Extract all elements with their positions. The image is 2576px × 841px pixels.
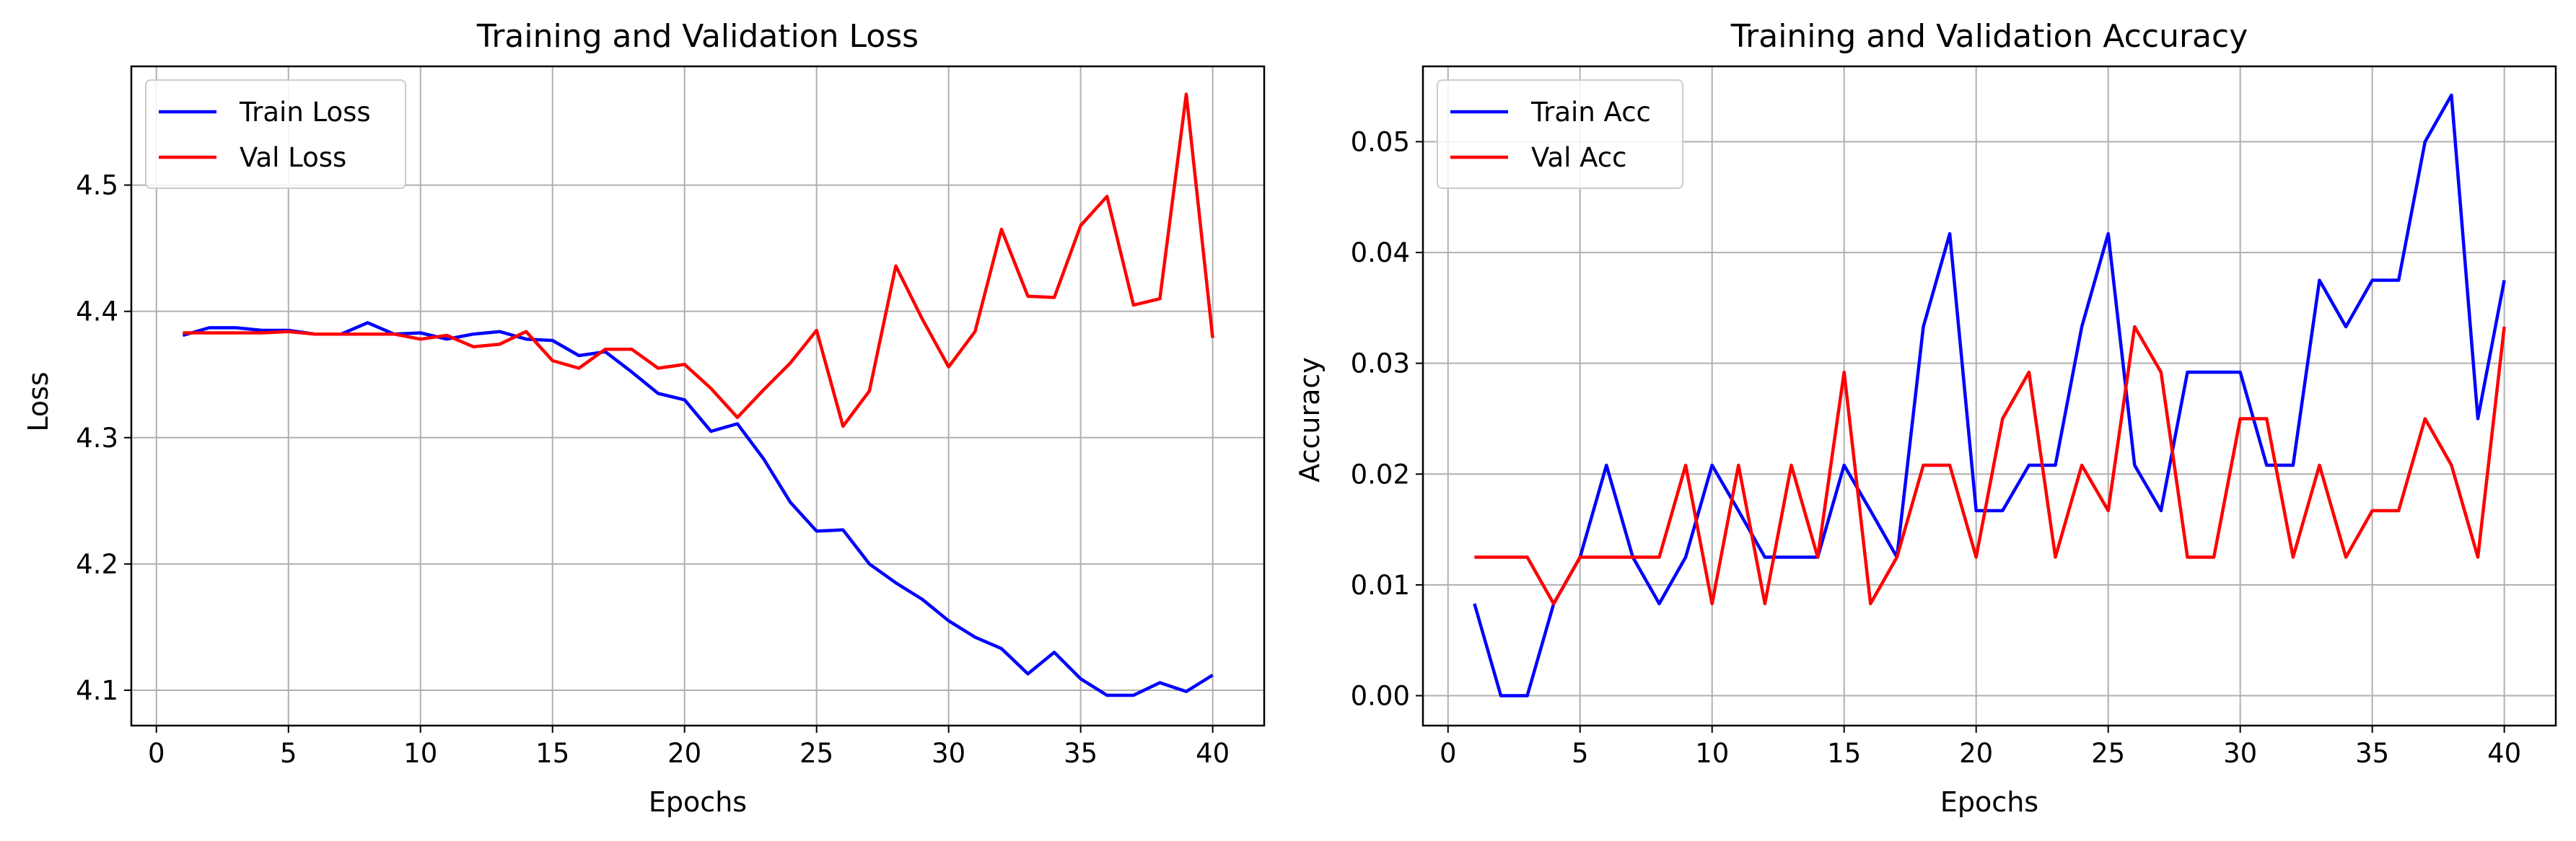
accuracy-chart: Training and Validation Accuracy Epochs …	[1294, 18, 2557, 818]
accuracy-chart-xtick-label: 25	[2091, 738, 2125, 769]
loss-chart-ytick-label: 4.2	[76, 549, 118, 580]
loss-chart-series-0-line	[182, 321, 1214, 697]
accuracy-chart-ylabel: Accuracy	[1294, 357, 1326, 483]
accuracy-chart-legend-label-1: Val Acc	[1531, 142, 1627, 173]
loss-chart-ylabel: Loss	[22, 371, 54, 431]
loss-chart-xtick-label: 40	[1196, 738, 1230, 769]
accuracy-chart-frame	[1421, 65, 2557, 727]
loss-chart-ytick-label: 4.1	[76, 675, 118, 706]
accuracy-chart-xtick-label: 30	[2223, 738, 2257, 769]
loss-chart-xtick-label: 10	[403, 738, 437, 769]
accuracy-chart-xtick-label: 15	[1827, 738, 1861, 769]
accuracy-chart-xtick-label: 20	[1959, 738, 1993, 769]
accuracy-chart-ytick-label: 0.04	[1351, 237, 1410, 268]
accuracy-chart-series-1-line	[1474, 325, 2506, 606]
accuracy-chart-legend	[1437, 79, 1683, 189]
accuracy-chart-xlabel: Epochs	[1940, 786, 2038, 818]
loss-chart-xtick-label: 30	[932, 738, 965, 769]
accuracy-chart-series-0-line	[1473, 93, 2506, 697]
loss-chart-legend-label-1: Val Loss	[240, 142, 346, 173]
loss-chart-title: Training and Validation Loss	[476, 18, 919, 55]
accuracy-chart-ytick-label: 0.03	[1351, 348, 1410, 379]
loss-chart-ytick-label: 4.4	[76, 296, 118, 327]
accuracy-chart-legend-label-0: Train Acc	[1530, 97, 1651, 128]
loss-chart-ytick-label: 4.3	[76, 423, 118, 454]
loss-chart-series-1-line	[183, 92, 1214, 428]
accuracy-chart-ytick-label: 0.01	[1351, 570, 1410, 601]
loss-chart-xtick-label: 15	[535, 738, 569, 769]
loss-chart-xtick-label: 35	[1064, 738, 1098, 769]
loss-chart-frame	[130, 65, 1266, 727]
accuracy-chart-ytick-label: 0.02	[1351, 459, 1410, 490]
loss-chart: Training and Validation Loss Epochs Loss…	[22, 18, 1266, 818]
accuracy-chart-xtick-label: 5	[1572, 738, 1589, 769]
loss-chart-legend	[145, 79, 406, 189]
loss-chart-legend-label-0: Train Loss	[239, 97, 371, 128]
loss-chart-xlabel: Epochs	[649, 786, 747, 818]
accuracy-chart-xtick-label: 35	[2355, 738, 2389, 769]
accuracy-chart-xtick-label: 40	[2487, 738, 2521, 769]
accuracy-chart-title: Training and Validation Accuracy	[1730, 18, 2248, 55]
loss-chart-ytick-label: 4.5	[76, 170, 118, 201]
accuracy-chart-xtick-label: 0	[1440, 738, 1457, 769]
accuracy-chart-xtick-label: 10	[1695, 738, 1729, 769]
loss-chart-xtick-label: 20	[667, 738, 701, 769]
accuracy-chart-ytick-label: 0.05	[1351, 126, 1410, 157]
loss-chart-xtick-label: 25	[799, 738, 833, 769]
loss-chart-xtick-label: 5	[280, 738, 297, 769]
accuracy-chart-ytick-label: 0.00	[1351, 681, 1410, 712]
loss-chart-xtick-label: 0	[148, 738, 165, 769]
